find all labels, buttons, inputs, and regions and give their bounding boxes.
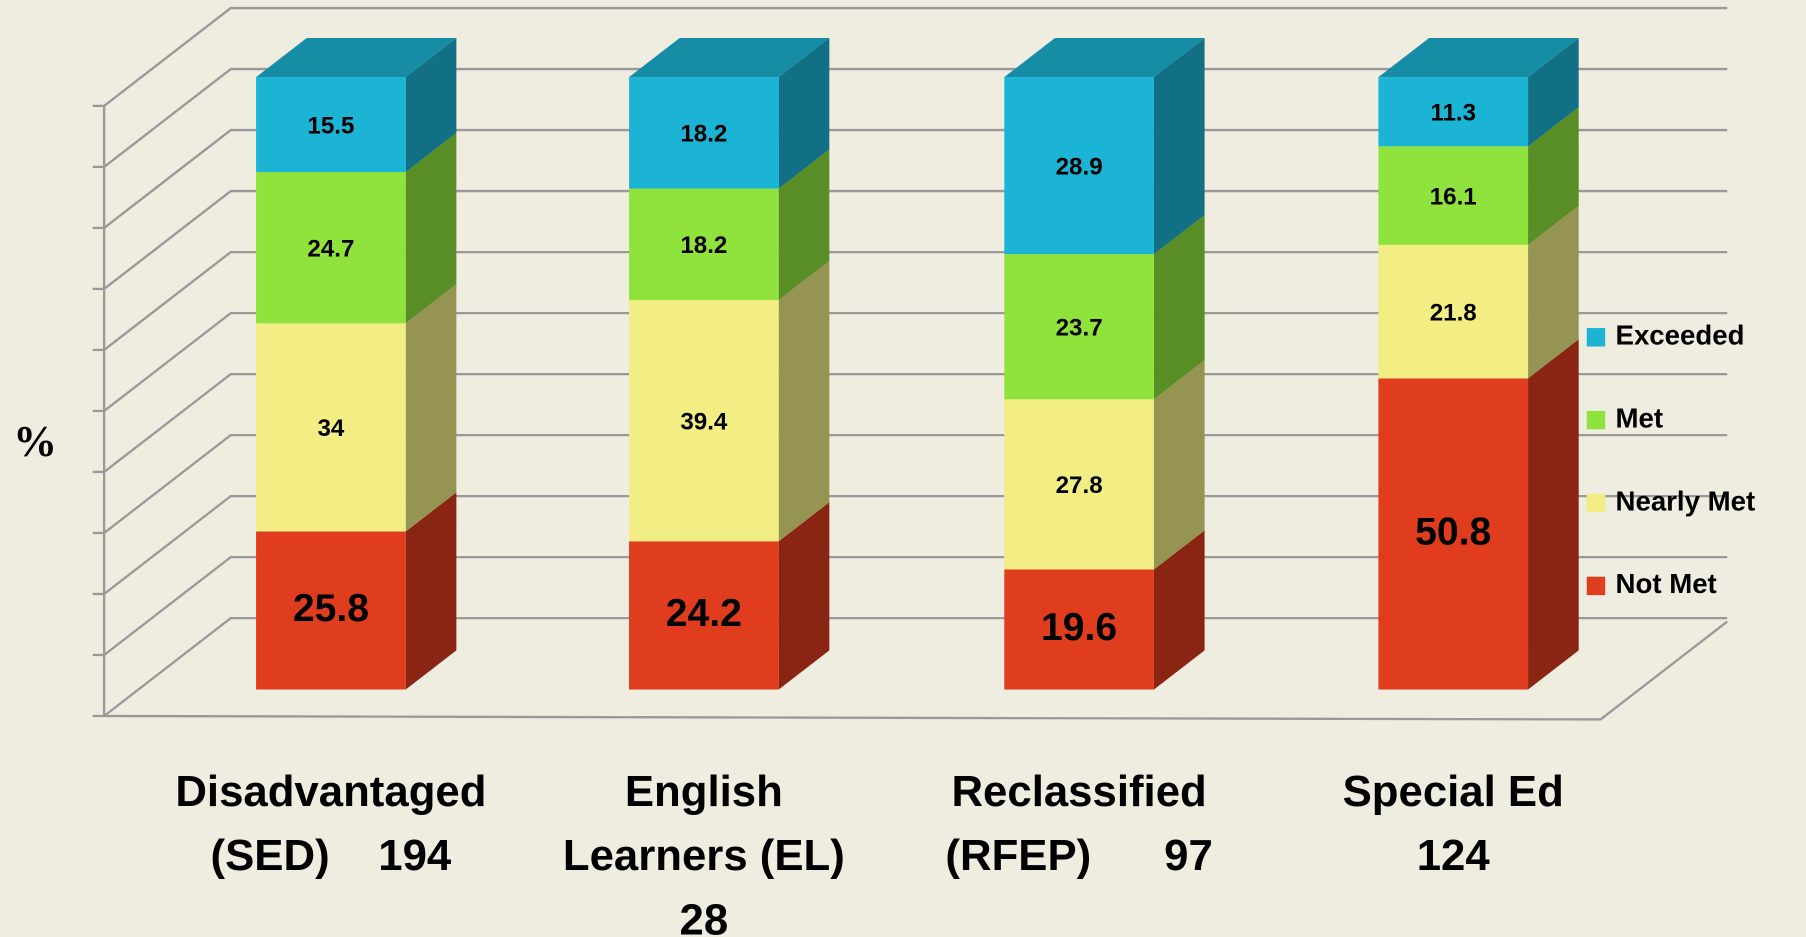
bar-side <box>1528 107 1579 245</box>
bar-segment <box>256 172 406 324</box>
floor <box>104 620 1728 721</box>
bar-segment <box>1378 244 1529 379</box>
data-label: 24.2 <box>666 592 742 635</box>
data-label: 18.2 <box>680 232 727 259</box>
bar-segment <box>1004 569 1154 690</box>
data-label: 39.4 <box>680 408 728 435</box>
data-label: 25.8 <box>293 587 369 630</box>
bar-side <box>1153 214 1205 400</box>
legend-label: Exceeded <box>1616 320 1745 351</box>
legend-swatch <box>1586 576 1606 596</box>
bar-top <box>629 37 830 78</box>
grid-line <box>103 555 1728 656</box>
data-label: 28.9 <box>1056 153 1103 180</box>
bar-side <box>1528 37 1579 147</box>
grid-line <box>103 616 1728 717</box>
bar-side <box>1153 360 1205 570</box>
bar-segment <box>1004 77 1154 255</box>
legend-swatch <box>1586 328 1606 347</box>
x-tick-label: Disadvantaged (SED) 194 <box>175 767 487 881</box>
legend-swatch <box>1586 410 1606 430</box>
x-tick-label-box: Special Ed 124 <box>1342 767 1564 881</box>
bar-segment <box>256 77 406 173</box>
x-tick-label-box: Disadvantaged (SED) 194 <box>175 767 487 881</box>
x-tick-label-box: English Learners (EL) 28 <box>562 767 845 937</box>
grid-line <box>103 494 1728 595</box>
bar-segment <box>256 323 406 532</box>
x-tick-label-box: Reclassified (RFEP) 97 <box>945 767 1213 881</box>
data-label: 34 <box>317 415 344 442</box>
bar-top <box>1004 37 1205 78</box>
grid-line <box>103 6 1728 107</box>
bar-segment <box>256 531 406 690</box>
bar-side <box>1153 37 1205 255</box>
bar-side <box>405 37 457 173</box>
grid-line <box>103 311 1728 412</box>
bar-segment <box>629 77 779 189</box>
grid-line <box>103 67 1728 168</box>
x-tick-label: Special Ed 124 <box>1342 767 1564 881</box>
bar-top <box>1378 37 1579 78</box>
grid-line <box>103 250 1728 351</box>
bar-side <box>405 284 457 532</box>
data-label: 50.8 <box>1415 510 1491 553</box>
bar-side <box>405 492 457 690</box>
bar-side <box>405 132 457 324</box>
y-axis-label: % <box>13 418 57 466</box>
data-label: 21.8 <box>1430 299 1477 326</box>
grid-line <box>103 189 1728 290</box>
x-tick-label: English Learners (EL) 28 <box>562 767 845 937</box>
bar-segment <box>629 300 779 542</box>
data-label: 27.8 <box>1056 472 1103 499</box>
bar-top <box>256 37 457 78</box>
grid-line <box>103 372 1728 473</box>
bar-side <box>1528 339 1579 690</box>
data-label: 16.1 <box>1430 183 1477 210</box>
legend-swatch <box>1586 493 1606 513</box>
data-label: 19.6 <box>1041 606 1117 649</box>
data-label: 24.7 <box>307 235 354 262</box>
bar-segment <box>1004 254 1154 400</box>
data-label: 23.7 <box>1056 314 1103 341</box>
legend-label: Nearly Met <box>1616 485 1756 516</box>
data-label: 15.5 <box>307 112 354 139</box>
bar-segment <box>1378 378 1529 690</box>
x-tick-label: Reclassified (RFEP) 97 <box>945 767 1213 881</box>
data-label: 18.2 <box>680 121 727 148</box>
bar-side <box>1153 530 1205 690</box>
bar-segment <box>1378 77 1529 147</box>
bar-segment <box>1004 399 1154 570</box>
bar-side <box>778 149 830 301</box>
bar-side <box>778 502 830 690</box>
grid-line <box>103 433 1728 534</box>
grid-line <box>103 128 1728 229</box>
legend-label: Not Met <box>1616 568 1717 599</box>
bar-segment <box>629 541 779 690</box>
bar-segment <box>629 188 779 301</box>
legend-label: Met <box>1616 402 1664 433</box>
bar-side <box>778 260 830 542</box>
bar-side <box>778 37 830 189</box>
data-label: 11.3 <box>1430 99 1476 126</box>
bar-segment <box>1378 146 1529 245</box>
bar-side <box>1528 205 1579 379</box>
